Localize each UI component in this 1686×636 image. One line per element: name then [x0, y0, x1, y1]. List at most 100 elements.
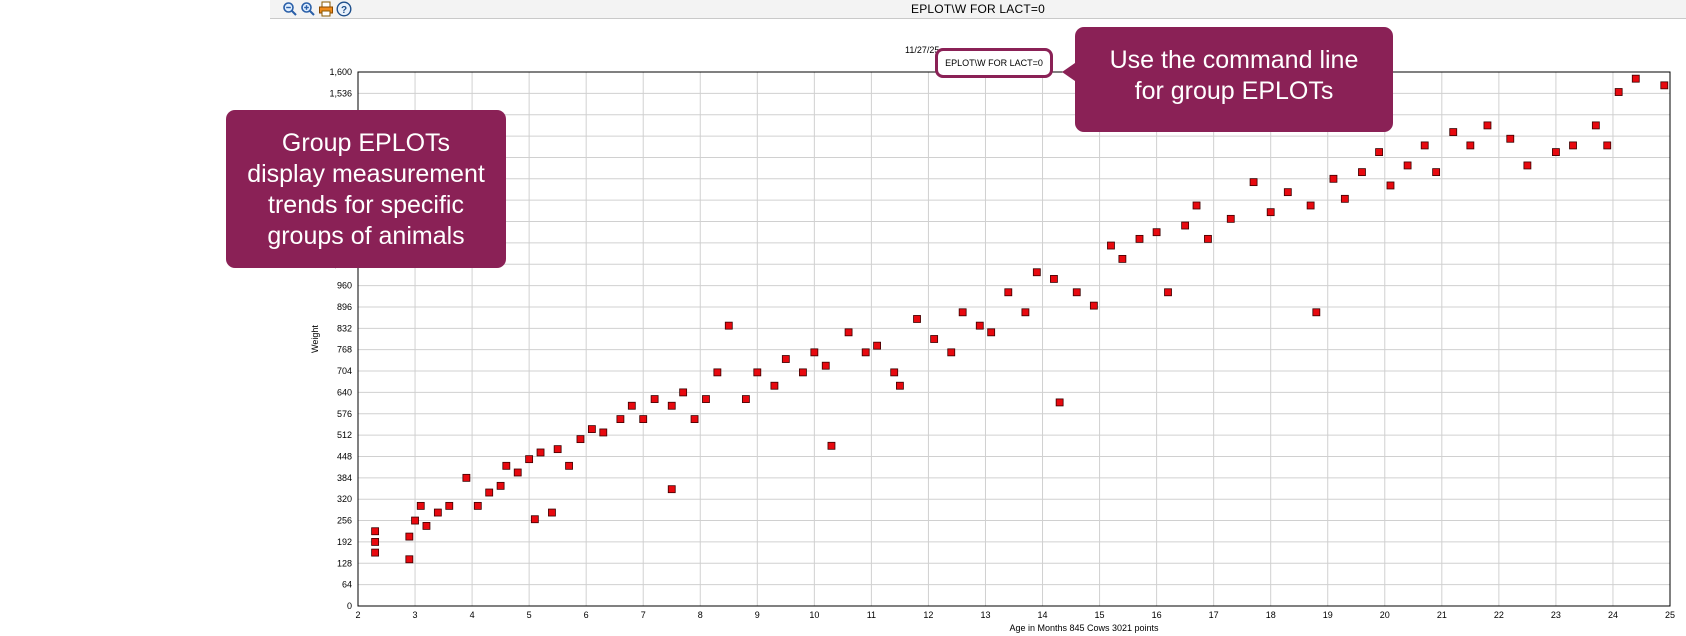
zoom-in-icon[interactable] [300, 1, 316, 17]
data-point [1329, 174, 1338, 183]
data-point [405, 532, 414, 541]
data-point [1021, 308, 1030, 317]
y-tick-label: 192 [337, 537, 352, 547]
callout-line: Group EPLOTs [281, 129, 451, 157]
y-tick-label: 1,600 [329, 67, 352, 77]
y-tick-label: 768 [337, 345, 352, 355]
print-icon[interactable] [318, 1, 334, 17]
data-point [1164, 288, 1172, 297]
x-tick-label: 6 [584, 610, 589, 620]
y-tick-label: 576 [337, 409, 352, 419]
data-point [873, 341, 881, 350]
svg-text:?: ? [341, 5, 347, 16]
chart-grid [357, 71, 1671, 607]
data-point [1249, 178, 1258, 187]
data-point [513, 468, 522, 477]
x-tick-label: 11 [867, 610, 876, 620]
data-point [1466, 141, 1475, 150]
x-axis-label: Age in Months 845 Cows 3021 points [1009, 623, 1159, 633]
chart-date: 11/27/25 [905, 45, 940, 55]
x-tick-label: 15 [1095, 610, 1105, 620]
y-tick-label: 320 [337, 494, 352, 504]
data-point [690, 415, 699, 424]
data-point [627, 401, 636, 410]
data-point [827, 441, 836, 450]
data-point [1152, 228, 1161, 237]
data-point [445, 501, 454, 510]
command-line-box[interactable]: EPLOT\W FOR LACT=0 [935, 48, 1053, 78]
data-point [1569, 141, 1577, 150]
y-tick-label: 832 [337, 323, 352, 333]
data-point [1591, 121, 1600, 130]
data-point [1552, 148, 1560, 157]
data-point [462, 473, 471, 482]
data-point [1386, 181, 1395, 190]
data-point [405, 555, 414, 564]
data-point [1050, 275, 1058, 283]
data-point [496, 481, 505, 490]
data-point [371, 527, 380, 536]
x-tick-label: 22 [1494, 610, 1504, 620]
data-point [599, 428, 608, 437]
data-point [639, 415, 648, 424]
x-tick-label: 24 [1608, 610, 1618, 620]
data-point [1375, 148, 1383, 157]
data-point [1204, 234, 1212, 243]
toolbar: ? EPLOT\W FOR LACT=0 [270, 0, 1686, 19]
x-tick-label: 3 [413, 610, 418, 620]
data-points [371, 74, 1669, 564]
callout-command-line: Use the command line for group EPLOTs [1062, 27, 1393, 132]
callout-group-eplots: Group EPLOTs display measurement trends … [226, 110, 506, 268]
callout-line: for group EPLOTs [1134, 77, 1334, 105]
data-point [1312, 308, 1321, 317]
data-point [1523, 161, 1532, 170]
data-point [1107, 241, 1115, 250]
data-point [781, 355, 790, 363]
data-point [1506, 134, 1515, 143]
data-point [799, 368, 807, 377]
data-point [987, 328, 996, 337]
data-point [1449, 128, 1458, 136]
x-tick-label: 10 [809, 610, 819, 620]
data-point [1483, 121, 1492, 130]
x-tick-label: 5 [527, 610, 532, 620]
data-point [502, 461, 511, 470]
data-point [1089, 301, 1098, 310]
y-tick-label: 128 [337, 558, 352, 568]
data-point [1118, 254, 1127, 263]
x-tick-label: 9 [755, 610, 760, 620]
zoom-out-icon[interactable] [282, 1, 298, 17]
y-tick-label: 0 [347, 601, 352, 611]
x-tick-label: 8 [698, 610, 703, 620]
data-point [565, 461, 573, 470]
data-point [1603, 141, 1612, 150]
data-point [1660, 81, 1669, 90]
x-tick-label: 7 [641, 610, 646, 620]
data-point [1420, 141, 1429, 150]
data-point [1072, 288, 1081, 297]
callout-line: Use the command line [1109, 46, 1359, 74]
data-point [1432, 168, 1441, 177]
x-tick-label: 13 [980, 610, 990, 620]
data-point [1631, 74, 1640, 83]
data-point [1266, 208, 1275, 217]
y-tick-label: 896 [337, 302, 352, 312]
help-icon[interactable]: ? [336, 1, 352, 17]
x-tick-label: 23 [1551, 610, 1561, 620]
x-tick-label: 19 [1323, 610, 1333, 620]
x-tick-label: 2 [355, 610, 360, 620]
data-point [1340, 194, 1349, 203]
data-point [650, 395, 659, 403]
plot-frame [357, 71, 1671, 607]
window-title: EPLOT\W FOR LACT=0 [911, 2, 1045, 16]
y-axis-label: Weight [310, 325, 320, 353]
x-tick-label: 20 [1380, 610, 1390, 620]
data-point [667, 485, 676, 494]
axis-ticks: 2 3 4 5 6 7 8 9 10 11 12 13 14 15 16 17 18 19 20 21 22 23 24 25… [329, 67, 1675, 620]
data-point [1614, 88, 1623, 96]
data-point [422, 522, 431, 530]
data-point [587, 425, 596, 434]
x-tick-label: 12 [923, 610, 933, 620]
data-point [753, 368, 762, 377]
